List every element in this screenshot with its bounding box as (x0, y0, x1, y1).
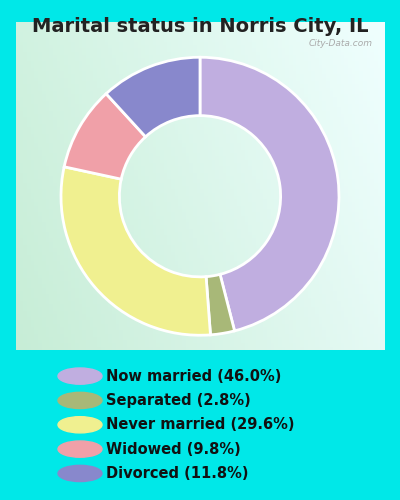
Circle shape (58, 368, 102, 384)
Circle shape (58, 441, 102, 457)
Wedge shape (64, 94, 146, 179)
Circle shape (58, 416, 102, 433)
Text: Divorced (11.8%): Divorced (11.8%) (106, 466, 248, 481)
Text: Marital status in Norris City, IL: Marital status in Norris City, IL (32, 18, 368, 36)
Text: Widowed (9.8%): Widowed (9.8%) (106, 442, 241, 456)
Circle shape (58, 466, 102, 481)
Wedge shape (106, 57, 200, 137)
Text: City-Data.com: City-Data.com (309, 39, 373, 48)
Circle shape (58, 392, 102, 408)
Wedge shape (61, 167, 210, 335)
Text: Separated (2.8%): Separated (2.8%) (106, 393, 251, 408)
Text: Now married (46.0%): Now married (46.0%) (106, 368, 281, 384)
Text: Never married (29.6%): Never married (29.6%) (106, 418, 294, 432)
Wedge shape (200, 57, 339, 331)
Wedge shape (206, 274, 234, 335)
